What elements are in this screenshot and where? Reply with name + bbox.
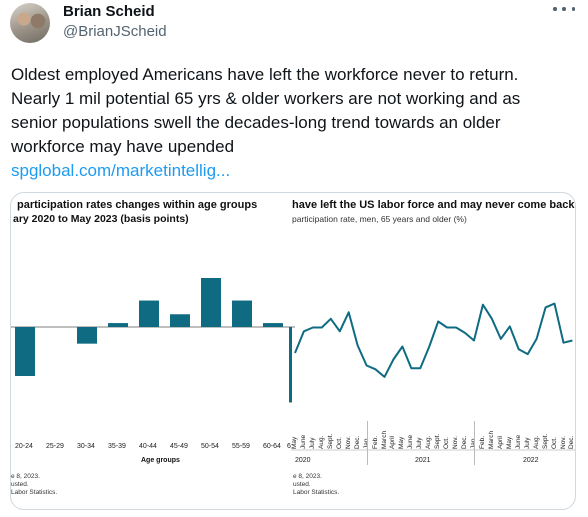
- bar-20-24: [15, 327, 35, 376]
- bar-60-64: [263, 323, 283, 327]
- year-label: 2022: [523, 457, 539, 464]
- left-footnote-3: Labor Statistics.: [11, 489, 58, 496]
- bar-40-44: [139, 300, 159, 327]
- tweet-link[interactable]: spglobal.com/marketintellig...: [11, 161, 231, 180]
- tweet-text: Oldest employed Americans have left the …: [11, 65, 521, 156]
- month-tick-label: Feb.: [478, 435, 486, 449]
- left-chart-title: participation rates changes within age g…: [17, 199, 258, 211]
- month-tick-label: May: [505, 436, 513, 449]
- right-chart-subtitle: participation rate, men, 65 years and ol…: [292, 214, 467, 224]
- bar-tick-label: 60-64: [263, 443, 281, 450]
- right-chart-title: have left the US labor force and may nev…: [292, 199, 575, 211]
- month-tick-label: May: [398, 436, 406, 449]
- bar-50-54: [201, 278, 221, 327]
- line-chart: [291, 302, 575, 451]
- month-tick-label: April: [389, 435, 397, 449]
- month-tick-label: July: [416, 437, 424, 449]
- year-label: 2021: [415, 457, 431, 464]
- bar-tick-label: 6: [287, 443, 291, 450]
- line-series: [294, 302, 573, 378]
- month-tick-label: Aug.: [317, 435, 325, 449]
- month-tick-label: June: [514, 434, 522, 449]
- month-tick-label: April: [496, 435, 504, 449]
- month-tick-label: June: [407, 434, 415, 449]
- month-tick-label: Feb.: [371, 435, 379, 449]
- more-options-icon[interactable]: [553, 1, 575, 17]
- month-tick-label: Nov.: [452, 436, 460, 449]
- left-footnote-2: usted.: [11, 481, 29, 488]
- bar-tick-label: 55-59: [232, 443, 250, 450]
- year-separator: [474, 421, 475, 465]
- month-tick-label: Nov.: [344, 436, 352, 449]
- month-tick-label: July: [308, 437, 316, 449]
- bar-tick-label: 45-49: [170, 443, 188, 450]
- bar-55-59: [232, 300, 252, 327]
- year-label: 2020: [295, 457, 311, 464]
- display-name[interactable]: Brian Scheid: [63, 3, 155, 20]
- month-tick-label: Aug.: [532, 435, 540, 449]
- year-separator: [367, 421, 368, 465]
- right-footnote-3: Labor Statistics.: [293, 489, 340, 496]
- month-tick-label: Sept.: [326, 433, 334, 449]
- month-tick-label: Nov.: [559, 436, 567, 449]
- month-tick-label: June: [299, 434, 307, 449]
- bar-tick-label: 20-24: [15, 443, 33, 450]
- month-tick-label: March: [380, 430, 388, 449]
- left-x-axis-title: Age groups: [141, 457, 180, 464]
- avatar[interactable]: [10, 3, 50, 43]
- month-tick-label: Dec.: [353, 435, 361, 449]
- bar-35-39: [108, 323, 128, 327]
- bar-tick-label: 50-54: [201, 443, 219, 450]
- right-footnote-1: e 8, 2023.: [293, 473, 322, 480]
- user-handle[interactable]: @BrianJScheid: [63, 23, 167, 40]
- month-tick-label: May: [291, 436, 298, 449]
- bar-tick-label: 25-29: [46, 443, 64, 450]
- media-card[interactable]: participation rates changes within age g…: [10, 192, 576, 510]
- month-tick-label: Oct.: [443, 437, 451, 449]
- left-footnote-1: e 8, 2023.: [11, 473, 40, 480]
- month-tick-label: Dec.: [461, 435, 469, 449]
- month-tick-label: March: [487, 430, 495, 449]
- month-tick-label: Aug.: [425, 435, 433, 449]
- month-tick-label: Oct.: [550, 437, 558, 449]
- month-tick-label: Sept.: [541, 433, 549, 449]
- left-chart-subtitle: ary 2020 to May 2023 (basis points): [13, 213, 189, 225]
- month-tick-label: Oct.: [335, 437, 343, 449]
- month-tick-label: Sept.: [434, 433, 442, 449]
- bar-tick-label: 30-34: [77, 443, 95, 450]
- bar-45-49: [170, 314, 190, 327]
- bar-30-34: [77, 327, 97, 344]
- right-footnote-2: usted.: [293, 481, 311, 488]
- month-tick-label: Dec.: [568, 435, 576, 449]
- bar-chart: [11, 278, 295, 403]
- bar-6: [289, 327, 292, 403]
- month-tick-label: July: [523, 437, 531, 449]
- bar-tick-label: 40-44: [139, 443, 157, 450]
- bar-tick-label: 35-39: [108, 443, 126, 450]
